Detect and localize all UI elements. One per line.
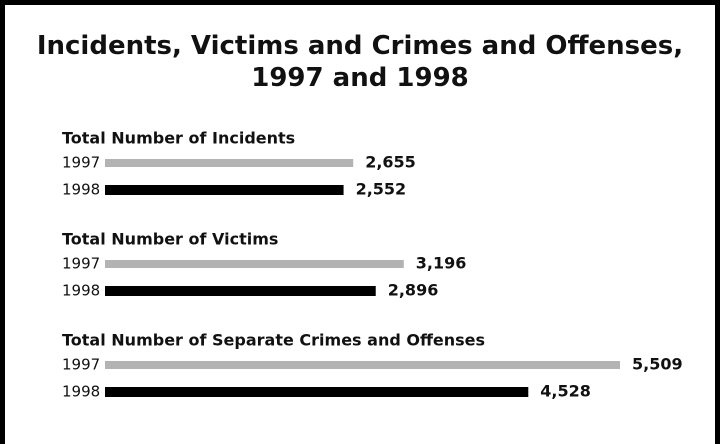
bar <box>105 159 354 167</box>
series-label: 1998 <box>62 383 100 401</box>
bar <box>105 286 376 296</box>
value-label: 2,552 <box>356 180 407 199</box>
group-title: Total Number of Separate Crimes and Offe… <box>62 331 485 350</box>
value-label: 2,655 <box>365 153 416 172</box>
series-label: 1997 <box>62 154 100 172</box>
value-label: 2,896 <box>388 281 439 300</box>
bar <box>105 185 344 195</box>
value-label: 5,509 <box>632 355 683 374</box>
value-label: 3,196 <box>416 254 467 273</box>
series-label: 1998 <box>62 282 100 300</box>
group-title: Total Number of Victims <box>62 230 278 249</box>
series-label: 1997 <box>62 255 100 273</box>
value-label: 4,528 <box>540 382 591 401</box>
bar <box>105 387 529 397</box>
bar <box>105 260 404 268</box>
series-label: 1998 <box>62 181 100 199</box>
group-title: Total Number of Incidents <box>62 129 295 148</box>
bar <box>105 361 620 369</box>
chart-title: Incidents, Victims and Crimes and Offens… <box>36 31 684 93</box>
series-label: 1997 <box>62 356 100 374</box>
